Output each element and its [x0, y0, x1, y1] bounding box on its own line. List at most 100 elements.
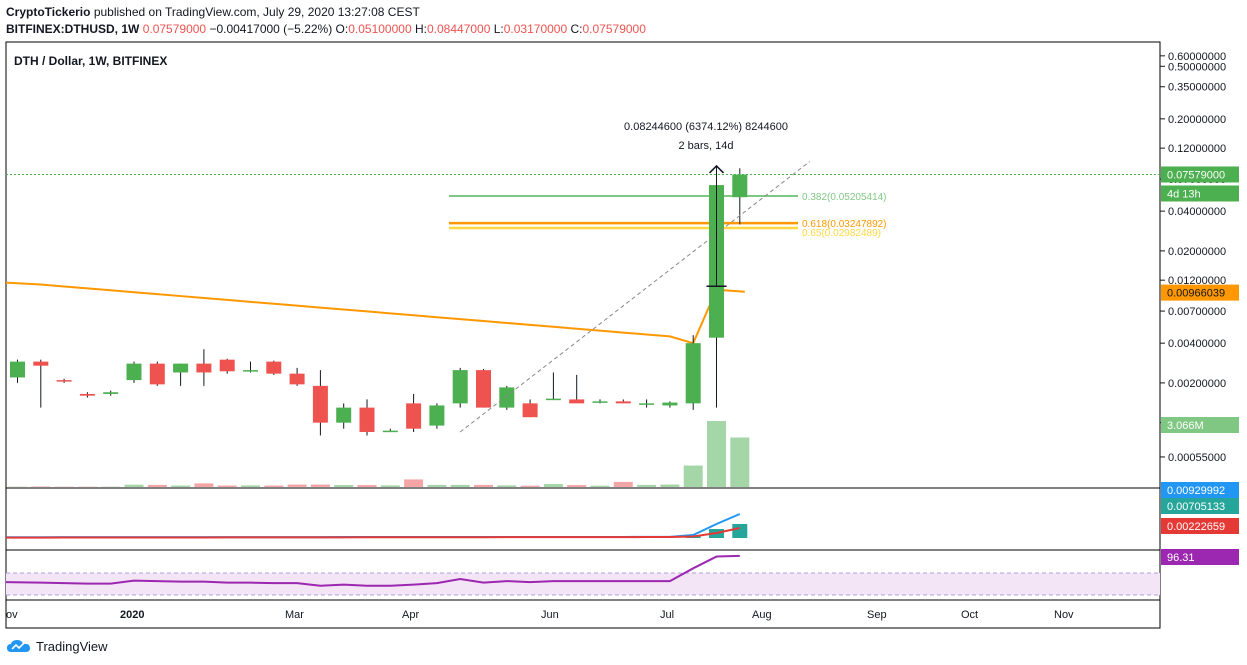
macd-signal-badge: 0.00222659 [1167, 521, 1225, 533]
volume-bar [590, 485, 610, 487]
fib-label: 0.618(0.03247892) [802, 219, 887, 230]
macd-signal-badge-bg [1161, 518, 1239, 534]
rsi-band [6, 573, 1160, 595]
candle-body [359, 407, 375, 432]
time-axis: ov 2020 Mar Apr Jun Jul Aug Sep Oct Nov [6, 609, 1074, 621]
volume-bar [334, 485, 354, 487]
rsi-badge: 96.31 [1167, 552, 1195, 564]
ohlc-line: BITFINEX:DTHUSD, 1W 0.07579000 −0.004170… [6, 22, 646, 36]
candle-body [545, 398, 561, 401]
footer-brand: TradingView [36, 638, 108, 654]
volume-bar [613, 481, 633, 487]
last-price-badge: 0.07579000 [1167, 169, 1225, 181]
measure-label-2: 2 bars, 14d [678, 140, 733, 152]
candle-body [126, 363, 142, 381]
price-tick-label: 0.02000000 [1168, 246, 1226, 258]
price-tick-label: 0.00400000 [1168, 338, 1226, 350]
candle-body [569, 399, 585, 404]
open-label: O: [335, 22, 349, 36]
volume-bar [707, 421, 726, 487]
candle-body [173, 363, 189, 373]
price-change: −0.00417000 (−5.22%) [209, 22, 333, 36]
rsi-pane [5, 554, 1160, 596]
publisher-name[interactable]: CryptoTickerio [6, 5, 91, 19]
publish-line: CryptoTickerio published on TradingView.… [6, 5, 420, 19]
price-tick-label: 0.00700000 [1168, 306, 1226, 318]
price-tick-label: 0.12000000 [1168, 143, 1226, 155]
countdown-badge-bg [1161, 185, 1239, 202]
volume-bar [241, 485, 260, 487]
fib-label: 0.382(0.05205414) [802, 192, 887, 203]
candle-body [476, 370, 491, 408]
macd-badge: 0.00929992 [1167, 485, 1225, 497]
candle-body [266, 361, 282, 374]
volume-bar [474, 484, 493, 487]
annotations: 0.08244600 (6374.12%) 8244600 2 bars, 14d [6, 121, 1160, 433]
close-value: 0.07579000 [582, 22, 646, 36]
tradingview-cloud-icon [7, 640, 30, 652]
volume-bar [124, 484, 144, 487]
macd-pane [5, 513, 748, 539]
chart-border [5, 41, 1161, 629]
candle-body [196, 363, 212, 373]
volume-bar [730, 437, 750, 487]
measure-label-1: 0.08244600 (6374.12%) 8244600 [624, 121, 788, 133]
candle-body [149, 363, 165, 385]
volume-bar [637, 484, 657, 487]
fib-label: 0.65(0.02982489) [802, 228, 881, 239]
macd-signal-line [5, 527, 741, 539]
price-tick-label: 0.00055000 [1168, 452, 1226, 464]
ema-line [5, 281, 745, 345]
volume-badge: 3.066M [1167, 420, 1204, 432]
price-tick-label: 0.60000000 [1168, 51, 1226, 63]
candle-body [33, 361, 49, 366]
macd-hist-badge: 0.00705133 [1167, 501, 1225, 513]
volume-bars [8, 421, 750, 487]
time-tick-label: 2020 [120, 609, 144, 621]
volume-bar [404, 479, 424, 487]
candle-body [662, 402, 678, 406]
symbol-label: BITFINEX:DTHUSD, 1W [6, 22, 140, 36]
volume-bar [147, 484, 167, 487]
ema-badge-bg [1161, 284, 1239, 301]
tradingview-logo[interactable]: TradingView [6, 638, 108, 654]
price-tick-label: 0.00200000 [1168, 378, 1226, 390]
time-tick-label: Sep [867, 609, 887, 621]
low-value: 0.03170000 [503, 22, 568, 36]
candle-body [219, 359, 235, 372]
volume-bar [427, 484, 447, 487]
volume-bar [171, 485, 191, 487]
candle-body [103, 392, 119, 394]
volume-bar [194, 483, 214, 487]
time-tick-label: Mar [285, 609, 304, 621]
time-tick-label: Nov [1054, 609, 1074, 621]
ema-polyline [5, 281, 745, 345]
volume-bar [380, 485, 400, 487]
high-label: H: [414, 22, 427, 36]
candle-body [336, 407, 352, 423]
volume-bar [450, 484, 470, 487]
open-value: 0.05100000 [348, 22, 412, 36]
rsi-line [5, 554, 740, 587]
countdown-badge: 4d 13h [1167, 188, 1201, 200]
candle-body [56, 380, 72, 382]
time-tick-label: Aug [752, 609, 772, 621]
price-tick-label: 0.35000000 [1168, 82, 1226, 94]
candle-body [732, 174, 748, 198]
publish-text: published on TradingView.com, July 29, 2… [93, 5, 420, 19]
candle-body [243, 370, 258, 372]
volume-bar [264, 485, 284, 487]
trend-line [459, 161, 811, 433]
candle-body [312, 385, 328, 423]
candle-body [615, 401, 631, 404]
last-price: 0.07579000 [142, 22, 207, 36]
candle-body [429, 405, 445, 426]
time-tick-label: ov [6, 609, 18, 621]
macd-line [5, 513, 741, 539]
candle-body [79, 393, 95, 396]
macd-hist-badge-bg [1161, 498, 1239, 514]
candle-body [522, 403, 538, 418]
last-price-badge-bg [1161, 166, 1239, 183]
